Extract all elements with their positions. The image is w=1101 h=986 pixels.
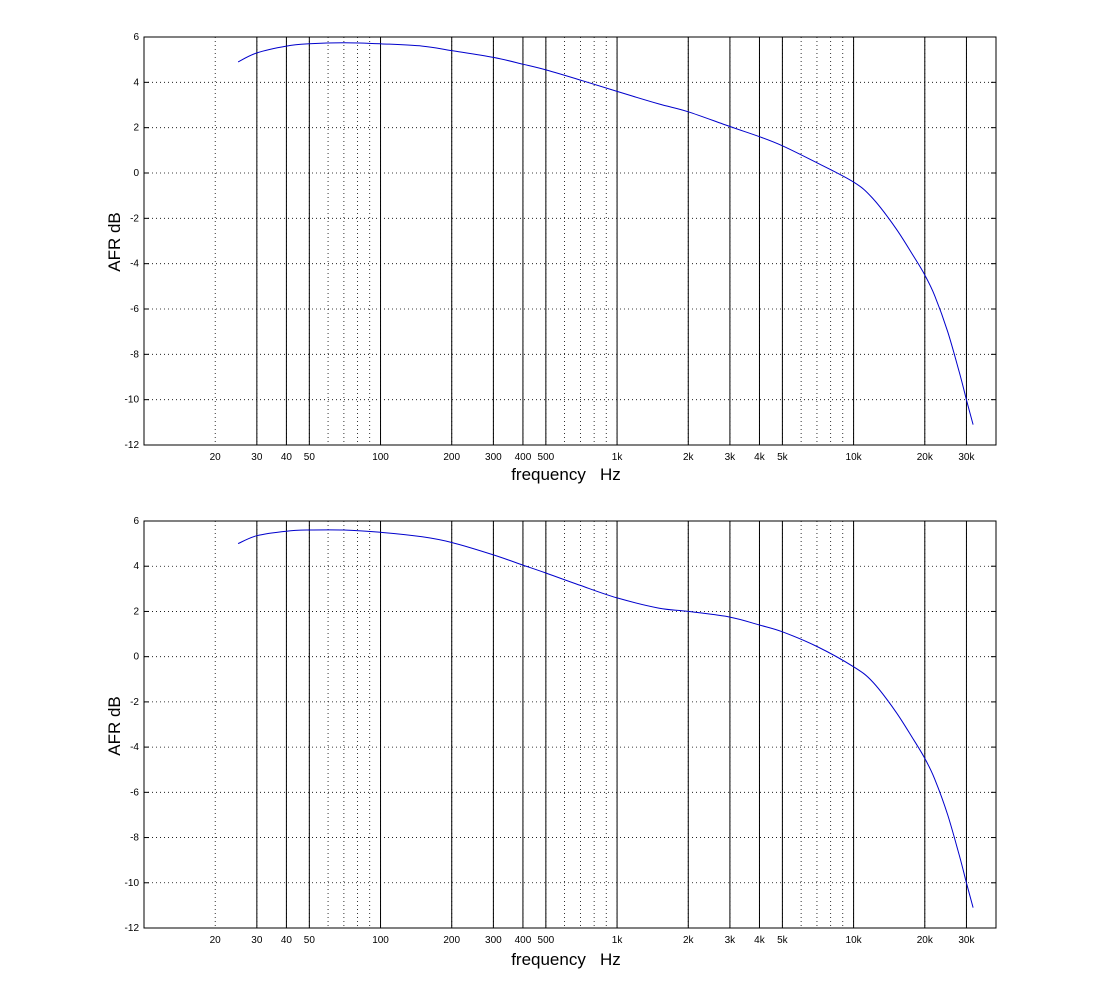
x-tick-label: 10k xyxy=(846,935,863,946)
y-tick-label: -8 xyxy=(130,833,139,844)
x-tick-label: 300 xyxy=(485,935,502,946)
x-tick-label: 4k xyxy=(754,452,766,463)
x-tick-label: 4k xyxy=(754,935,766,946)
x-tick-label: 20k xyxy=(917,935,934,946)
x-tick-label: 40 xyxy=(281,452,293,463)
y-tick-label: 6 xyxy=(133,516,139,527)
x-tick-label: 30 xyxy=(251,452,263,463)
y-tick-label: -6 xyxy=(130,304,139,315)
x-tick-label: 5k xyxy=(777,935,789,946)
x-tick-label: 1k xyxy=(612,452,624,463)
x-tick-label: 10k xyxy=(846,452,863,463)
x-tick-label: 50 xyxy=(304,935,316,946)
x-tick-label: 400 xyxy=(515,452,532,463)
series-line-1 xyxy=(237,42,974,425)
x-axis-label: frequency Hz xyxy=(511,950,621,969)
y-tick-label: -2 xyxy=(130,697,139,708)
y-tick-label: -2 xyxy=(130,213,139,224)
y-tick-label: -10 xyxy=(125,395,140,406)
y-tick-label: 4 xyxy=(133,77,139,88)
x-tick-label: 1k xyxy=(612,935,624,946)
y-tick-label: -4 xyxy=(130,259,139,270)
x-tick-label: 2k xyxy=(683,935,695,946)
y-tick-label: 4 xyxy=(133,561,139,572)
series-line-1 xyxy=(237,529,974,908)
x-tick-label: 100 xyxy=(372,452,389,463)
x-tick-label: 300 xyxy=(485,452,502,463)
x-tick-label: 3k xyxy=(725,452,737,463)
x-axis-label: frequency Hz xyxy=(511,465,621,484)
y-tick-label: 0 xyxy=(133,168,139,179)
y-tick-label: -12 xyxy=(125,923,140,934)
x-tick-label: 50 xyxy=(304,452,316,463)
x-tick-label: 30 xyxy=(251,935,263,946)
x-tick-label: 500 xyxy=(538,935,555,946)
x-tick-label: 20k xyxy=(917,452,934,463)
y-tick-label: 6 xyxy=(133,32,139,43)
y-tick-label: -10 xyxy=(125,878,140,889)
x-tick-label: 400 xyxy=(515,935,532,946)
y-tick-label: -4 xyxy=(130,742,139,753)
x-tick-label: 500 xyxy=(538,452,555,463)
x-tick-label: 200 xyxy=(443,452,460,463)
y-tick-label: -8 xyxy=(130,349,139,360)
x-tick-label: 20 xyxy=(210,452,222,463)
axes-box xyxy=(143,520,997,929)
x-tick-label: 2k xyxy=(683,452,695,463)
x-tick-label: 5k xyxy=(777,452,789,463)
x-tick-label: 20 xyxy=(210,935,222,946)
x-tick-label: 40 xyxy=(281,935,293,946)
y-tick-label: 2 xyxy=(133,123,139,134)
y-tick-label: -12 xyxy=(125,440,140,451)
x-tick-label: 30k xyxy=(958,452,975,463)
y-axis-label: AFR dB xyxy=(105,212,124,272)
x-tick-label: 200 xyxy=(443,935,460,946)
y-tick-label: 2 xyxy=(133,606,139,617)
axes-box xyxy=(143,36,997,446)
y-tick-label: 0 xyxy=(133,652,139,663)
x-tick-label: 3k xyxy=(725,935,737,946)
y-axis-label: AFR dB xyxy=(105,696,124,756)
x-tick-label: 30k xyxy=(958,935,975,946)
y-tick-label: -6 xyxy=(130,787,139,798)
x-tick-label: 100 xyxy=(372,935,389,946)
